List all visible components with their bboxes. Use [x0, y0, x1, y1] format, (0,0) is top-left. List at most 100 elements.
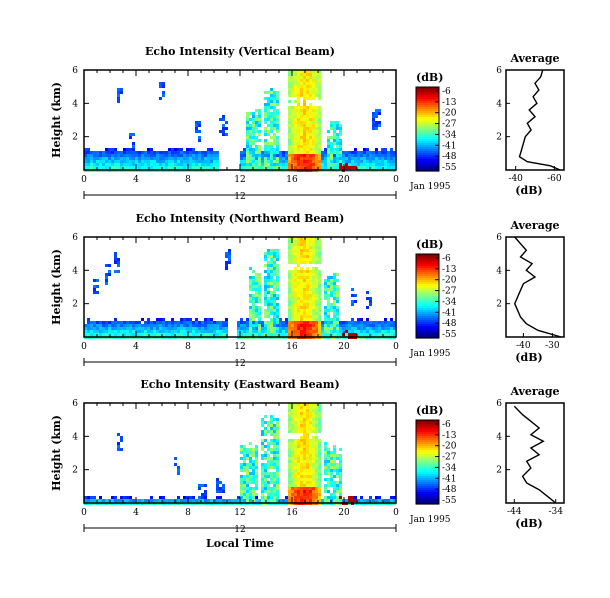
y-tick-label: 6	[72, 399, 78, 409]
colorbar-swatch	[416, 306, 439, 309]
heatmap-cell	[273, 321, 276, 324]
heatmap-cell	[267, 421, 270, 424]
colorbar-swatch	[416, 254, 439, 257]
heatmap-cell	[297, 439, 300, 442]
heatmap-cell	[204, 496, 207, 499]
heatmap-cell	[300, 288, 303, 291]
heatmap-cell	[297, 252, 300, 255]
heatmap-cell	[336, 324, 339, 327]
heatmap-cell	[309, 475, 312, 478]
heatmap-cell	[324, 451, 327, 454]
heatmap-cell	[339, 145, 342, 148]
heatmap-cell	[270, 252, 273, 255]
heatmap-cell	[276, 157, 279, 160]
heatmap-cell	[276, 94, 279, 97]
heatmap-cell	[312, 106, 315, 109]
heatmap-cell	[255, 145, 258, 148]
heatmap-cell	[258, 327, 261, 330]
heatmap-cell	[249, 151, 252, 154]
heatmap-cell	[300, 88, 303, 91]
heatmap-cell	[309, 85, 312, 88]
heatmap-cell	[387, 166, 390, 169]
heatmap-cell	[264, 139, 267, 142]
heatmap-cell	[306, 327, 309, 330]
heatmap-cell	[387, 499, 390, 502]
heatmap-cell	[264, 454, 267, 457]
heatmap-cell	[237, 330, 240, 333]
heatmap-cell	[303, 157, 306, 160]
heatmap-cell	[132, 160, 135, 163]
heatmap-cell	[318, 481, 321, 484]
heatmap-cell	[276, 297, 279, 300]
heatmap-cell	[318, 403, 321, 406]
heatmap-cell	[225, 330, 228, 333]
heatmap-cell	[333, 312, 336, 315]
heatmap-cell	[303, 127, 306, 130]
heatmap-cell	[246, 490, 249, 493]
heatmap-cell	[345, 157, 348, 160]
heatmap-cell	[129, 327, 132, 330]
heatmap-cell	[276, 264, 279, 267]
heatmap-cell	[378, 124, 381, 127]
heatmap-cell	[327, 466, 330, 469]
heatmap-cell	[297, 448, 300, 451]
heatmap-cell	[243, 490, 246, 493]
average-y-tick-label: 2	[496, 133, 502, 143]
heatmap-cell	[309, 484, 312, 487]
heatmap-cell	[240, 448, 243, 451]
heatmap-cell	[294, 493, 297, 496]
heatmap-cell	[312, 424, 315, 427]
heatmap-cell	[255, 484, 258, 487]
heatmap-cell	[153, 160, 156, 163]
heatmap-cell	[324, 312, 327, 315]
heatmap-cell	[366, 148, 369, 151]
heatmap-cell	[264, 427, 267, 430]
heatmap-cell	[333, 490, 336, 493]
heatmap-cell	[189, 330, 192, 333]
heatmap-cell	[324, 463, 327, 466]
heatmap-cell	[261, 493, 264, 496]
heatmap-cell	[300, 76, 303, 79]
colorbar-swatch	[416, 99, 439, 102]
heatmap-cell	[222, 490, 225, 493]
heatmap-cell	[297, 478, 300, 481]
heatmap-cell	[390, 157, 393, 160]
heatmap-cell	[288, 463, 291, 466]
heatmap-cell	[288, 154, 291, 157]
heatmap-cell	[252, 136, 255, 139]
heatmap-cell	[192, 160, 195, 163]
heatmap-cell	[333, 300, 336, 303]
heatmap-cell	[225, 255, 228, 258]
heatmap-cell	[357, 163, 360, 166]
heatmap-cell	[120, 166, 123, 169]
heatmap-cell	[261, 157, 264, 160]
colorbar-swatch	[416, 452, 439, 455]
heatmap-cell	[390, 324, 393, 327]
heatmap-cell	[297, 109, 300, 112]
heatmap-cell	[252, 118, 255, 121]
heatmap-cell	[366, 330, 369, 333]
heatmap-cell	[339, 448, 342, 451]
heatmap-cell	[324, 279, 327, 282]
heatmap-cell	[189, 321, 192, 324]
heatmap-cell	[261, 439, 264, 442]
y-tick-label: 2	[72, 133, 78, 143]
heatmap-cell	[141, 327, 144, 330]
heatmap-cell	[225, 318, 228, 321]
heatmap-cell	[303, 243, 306, 246]
heatmap-cell	[297, 258, 300, 261]
heatmap-cell	[300, 300, 303, 303]
heatmap-cell	[264, 288, 267, 291]
colorbar-swatch	[416, 91, 439, 94]
heatmap-cell	[273, 418, 276, 421]
heatmap-cell	[258, 282, 261, 285]
heatmap-cell	[369, 163, 372, 166]
heatmap-cell	[240, 490, 243, 493]
heatmap-cell	[270, 472, 273, 475]
heatmap-cell	[300, 427, 303, 430]
heatmap-cell	[306, 237, 309, 240]
heatmap-cell	[312, 112, 315, 115]
heatmap-cell	[336, 154, 339, 157]
heatmap-cell	[261, 445, 264, 448]
heatmap-cell	[264, 154, 267, 157]
